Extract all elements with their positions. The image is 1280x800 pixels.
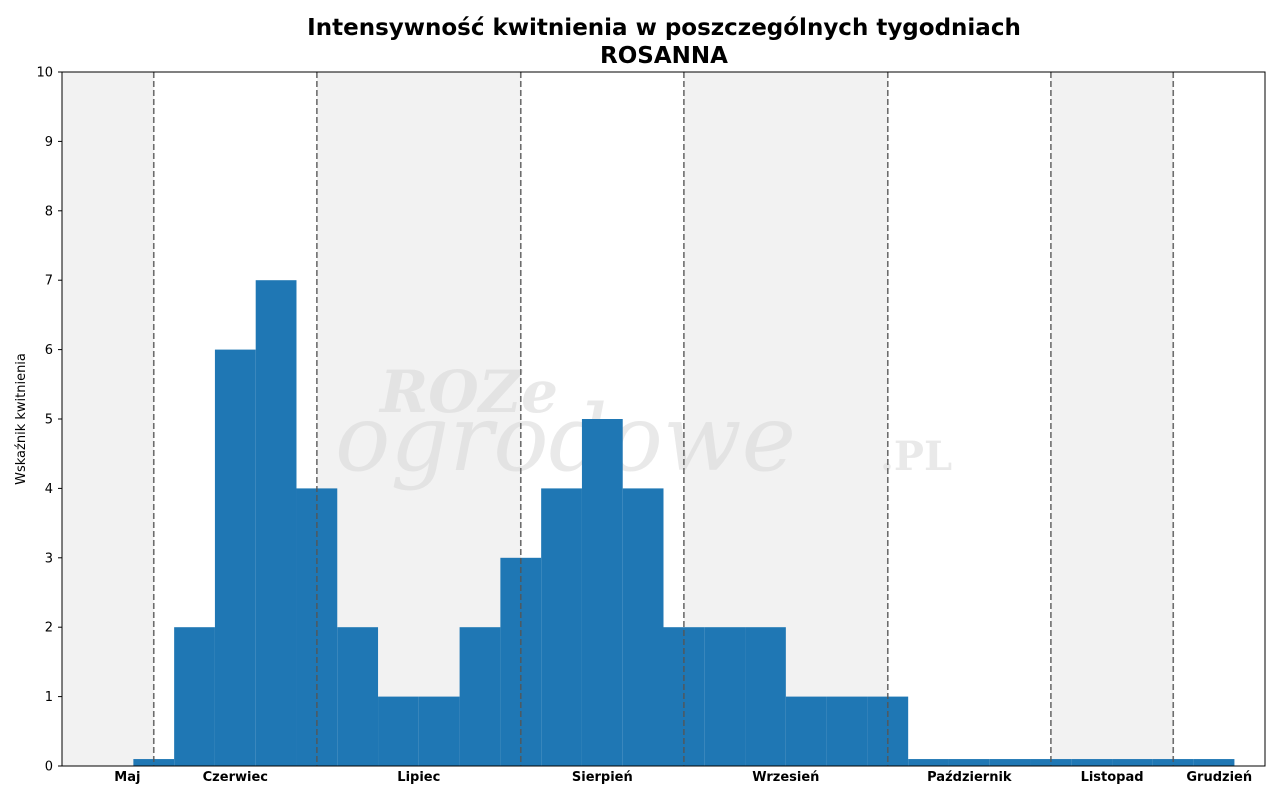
month-label-6: Listopad (1081, 770, 1144, 785)
month-label-0: Maj (114, 770, 140, 785)
month-shade-0 (62, 72, 154, 766)
y-tick-label: 7 (45, 274, 53, 289)
bar-week-16 (785, 696, 827, 766)
y-tick-label: 6 (45, 343, 53, 358)
y-tick-label: 9 (45, 135, 53, 150)
bar-week-26 (1193, 759, 1235, 766)
bar-week-17 (826, 696, 868, 766)
y-tick-label: 3 (45, 551, 53, 566)
bar-week-6 (378, 696, 419, 766)
bar-week-14 (704, 627, 746, 766)
bar-week-25 (1152, 759, 1194, 766)
bar-week-22 (1030, 759, 1072, 766)
bar-week-23 (1071, 759, 1113, 766)
bar-week-1 (174, 627, 215, 766)
bar-week-8 (459, 627, 501, 766)
bar-week-7 (418, 696, 460, 766)
watermark: ROZe ogrodowe .PL (335, 358, 952, 492)
month-label-5: Październik (927, 770, 1012, 785)
bar-week-19 (908, 759, 949, 766)
watermark-line3: .PL (880, 433, 952, 480)
bar-week-24 (1112, 759, 1153, 766)
y-tick-label: 2 (45, 621, 53, 636)
y-axis-label: Wskaźnik kwitnienia (14, 353, 29, 485)
month-dividers (152, 72, 1175, 766)
bar-week-15 (745, 627, 786, 766)
y-tick-label: 1 (45, 690, 53, 705)
month-label-2: Lipiec (397, 770, 440, 785)
bar-week-3 (255, 280, 297, 766)
y-tick-label: 4 (45, 482, 53, 497)
bar-week-21 (989, 759, 1031, 766)
watermark-line2: ogrodowe (335, 385, 796, 492)
bar-week-2 (214, 349, 256, 766)
bar-week-0 (133, 759, 175, 766)
bar-week-11 (581, 419, 623, 766)
axes: 0 1 2 3 4 5 6 7 8 9 10 Maj Czerwiec Lipiec Sierpień Wrz… (36, 66, 1266, 785)
month-label-3: Sierpień (572, 770, 633, 785)
y-tick-label: 8 (45, 204, 53, 219)
y-tick-label: 5 (45, 413, 53, 428)
chart-subtitle: ROSANNA (600, 43, 728, 69)
bar-week-10 (541, 488, 582, 766)
month-label-7: Grudzień (1186, 770, 1252, 785)
month-label-4: Wrzesień (752, 770, 819, 785)
bar-week-20 (948, 759, 990, 766)
chart-title: Intensywność kwitnienia w poszczególnych… (307, 15, 1021, 41)
month-label-1: Czerwiec (203, 770, 268, 785)
y-tick-label: 0 (45, 760, 53, 775)
month-shade-6 (1050, 72, 1174, 766)
month-shading (62, 72, 1174, 766)
bar-week-5 (337, 627, 379, 766)
bar-week-12 (622, 488, 664, 766)
y-tick-label: 10 (36, 66, 53, 81)
watermark-line1: ROZe (378, 358, 558, 426)
